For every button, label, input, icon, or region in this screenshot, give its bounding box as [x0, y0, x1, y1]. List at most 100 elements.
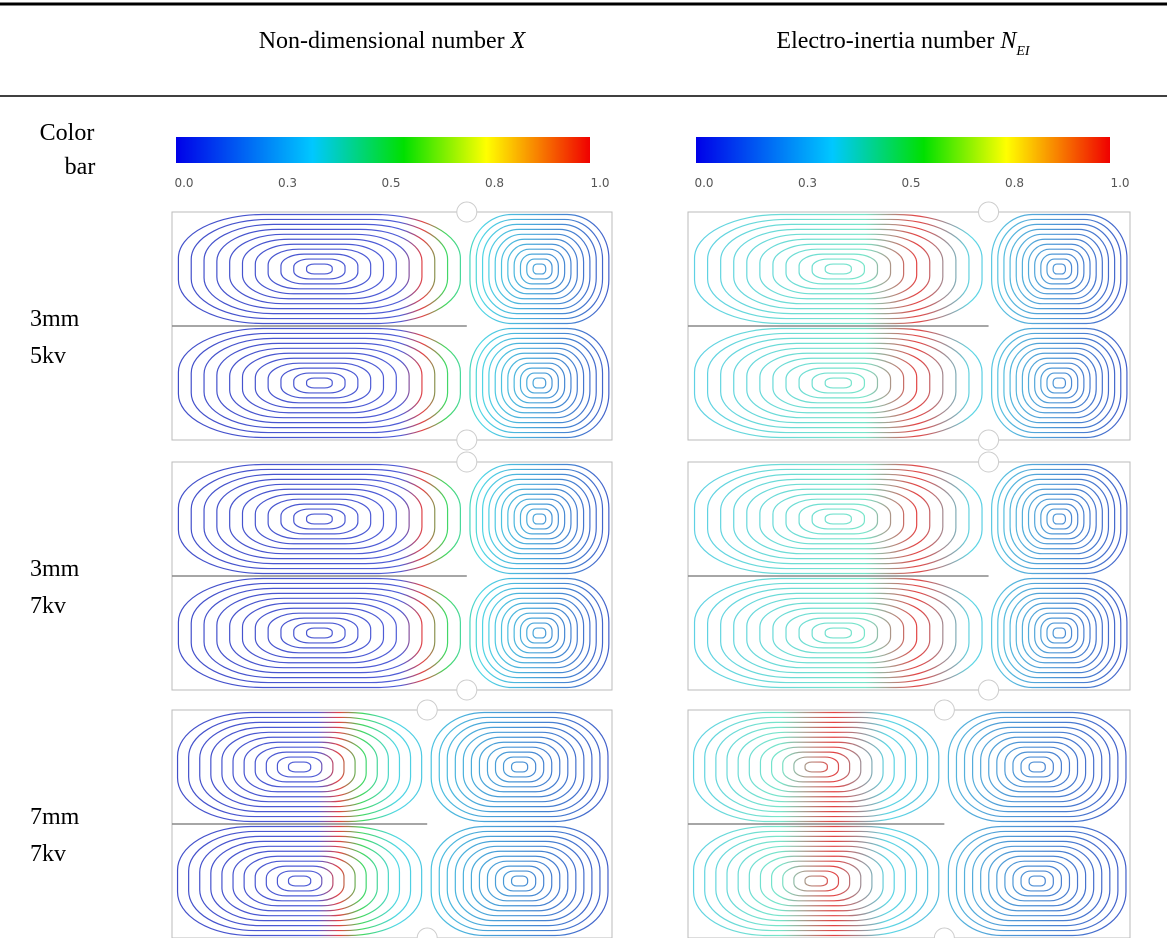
streamline [707, 332, 970, 434]
streamline [500, 602, 578, 664]
streamline [243, 855, 356, 907]
streamline [1040, 253, 1079, 285]
streamline [947, 711, 1127, 823]
streamline [1003, 337, 1116, 429]
streamline [216, 228, 423, 310]
colorbar-tick-label: 0.5 [381, 176, 400, 190]
streamline [782, 865, 851, 897]
row-label: bar [65, 154, 96, 180]
streamline [1034, 612, 1085, 654]
streamline [494, 865, 545, 897]
column-header: Non-dimensional number X [259, 28, 527, 54]
streamline [759, 855, 873, 907]
streamline [1046, 258, 1073, 280]
streamline [494, 483, 585, 555]
streamline [997, 218, 1122, 320]
streamline [494, 751, 545, 783]
streamline [203, 473, 436, 565]
streamline [704, 830, 929, 932]
streamline [692, 825, 940, 937]
electrode [416, 927, 438, 938]
streamline [488, 478, 591, 560]
streamline [478, 741, 561, 793]
streamline [216, 342, 423, 424]
streamline [216, 592, 423, 674]
streamline [481, 223, 597, 315]
streamline [1028, 761, 1046, 773]
row-label: 7mm [30, 804, 80, 830]
streamline [972, 726, 1103, 808]
row-label: 3mm [30, 556, 80, 582]
streamline [254, 357, 385, 409]
streamline [824, 513, 852, 525]
streamline [1004, 746, 1071, 788]
streamline [1021, 602, 1097, 664]
streamline [746, 233, 931, 305]
streamline [276, 870, 323, 892]
streamline [475, 468, 604, 570]
streamline [519, 503, 559, 535]
streamline [733, 228, 944, 310]
colorbar-tick-label: 0.3 [798, 176, 817, 190]
colorbar-tick-label: 0.3 [278, 176, 297, 190]
streamline [470, 850, 569, 912]
streamline [988, 850, 1087, 912]
streamline [510, 761, 529, 773]
streamline [1040, 503, 1079, 535]
streamline [737, 731, 895, 803]
electrode [978, 451, 1000, 473]
streamline [693, 327, 983, 439]
streamline [243, 741, 356, 793]
row-label: 7kv [30, 841, 66, 867]
electrode [456, 451, 478, 473]
streamline [462, 845, 577, 917]
streamline [203, 223, 436, 315]
column-header: Electro-inertia number NEI [776, 28, 1030, 59]
streamline [177, 463, 461, 575]
streamline [305, 627, 333, 639]
streamline [210, 726, 389, 808]
streamline [190, 218, 449, 320]
streamline [997, 582, 1122, 684]
streamline [267, 362, 372, 404]
streamline [254, 493, 385, 545]
streamline [996, 855, 1079, 907]
streamline [267, 248, 372, 290]
streamline [963, 835, 1111, 927]
streamline [462, 731, 577, 803]
streamline [486, 746, 553, 788]
electrode [978, 429, 1000, 451]
streamline [532, 263, 547, 275]
colorbar-tick-label: 0.0 [694, 176, 713, 190]
electrode [978, 201, 1000, 223]
streamline [1052, 513, 1067, 525]
colorbar-tick-label: 0.0 [174, 176, 193, 190]
streamline [280, 617, 359, 649]
streamline [746, 483, 931, 555]
streamline [469, 213, 610, 325]
streamline [210, 840, 389, 922]
streamline [532, 377, 547, 389]
streamline [707, 218, 970, 320]
streamline [1027, 243, 1091, 295]
streamline [470, 736, 569, 798]
electrode [456, 679, 478, 701]
flow-panel [171, 451, 613, 701]
streamline [1003, 587, 1116, 679]
electrode [456, 429, 478, 451]
streamline [438, 830, 601, 932]
streamline [1052, 263, 1067, 275]
streamline [759, 238, 918, 300]
streamline [481, 337, 597, 429]
streamline [502, 870, 537, 892]
streamline [513, 248, 566, 290]
streamline [469, 463, 610, 575]
streamline [241, 352, 397, 414]
streamline [265, 865, 334, 897]
streamline [469, 327, 610, 439]
streamline [693, 463, 983, 575]
electrode [978, 679, 1000, 701]
streamline [519, 253, 559, 285]
streamline [481, 587, 597, 679]
